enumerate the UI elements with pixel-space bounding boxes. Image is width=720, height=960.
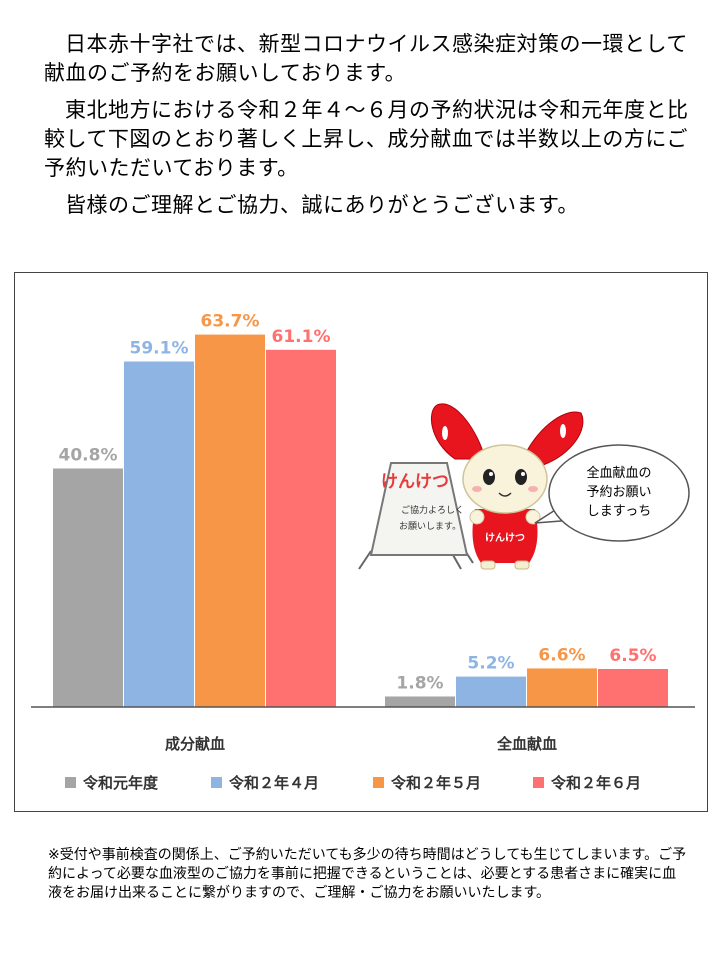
mascot-left-ear [430,403,486,460]
mascot-right-ear [522,411,584,466]
bar-1-3 [598,669,668,707]
bar-0-0 [53,468,123,707]
legend-label-1: 令和２年４月 [229,774,319,792]
bar-label-1-1: 5.2% [467,654,514,674]
sign-board-line-1: ご協力よろしく [401,504,464,516]
intro-paragraph-1: 日本赤十字社では、新型コロナウイルス感染症対策の一環として献血のご予約をお願いし… [44,32,688,85]
speech-line-3: しますっち [587,504,651,519]
chart-frame: 40.8% 59.1% 63.7% 61.1% 1.8% 5.2% 6.6% 6.5% 成分献… [14,272,708,812]
bar-chart: 40.8% 59.1% 63.7% 61.1% 1.8% 5.2% 6.6% 6.5% 成分献… [31,312,695,792]
legend-label-3: 令和２年６月 [551,774,641,792]
bar-0-3 [266,349,336,707]
bar-label-1-3: 6.5% [609,646,656,666]
bar-1-0 [385,696,455,707]
bar-0-2 [195,334,265,707]
mascot-head [462,444,548,514]
intro-paragraph-3: 皆様のご理解とご協力、誠にありがとうございます。 [65,193,579,217]
bar-1-2 [527,668,597,707]
bar-label-0-0: 40.8% [59,445,118,465]
legend-swatch-1 [211,777,222,788]
footnote: ※受付や事前検査の関係上、ご予約いただいても多少の待ち時間はどうしても生じてしま… [48,847,687,901]
bar-label-1-0: 1.8% [396,673,443,693]
speech-line-1: 全血献血の [586,465,651,481]
speech-line-2: 予約お願い [586,485,651,500]
category-label-0: 成分献血 [165,735,225,753]
category-label-1: 全血献血 [496,735,557,753]
mascot-illustration: けんけつ ご協力よろしく お願いします。 けんけつ [358,403,584,570]
mascot-shirt-text: けんけつ [485,532,525,544]
bar-label-0-3: 61.1% [272,327,331,347]
legend: 令和元年度 令和２年４月 令和２年５月 令和２年６月 [65,774,641,792]
sign-board-line-2: お願いします。 [399,521,461,532]
intro-paragraph-2: 東北地方における令和２年４〜６月の予約状況は令和元年度と比較して下図のとおり著し… [44,98,689,180]
speech-bubble: 全血献血の 予約お願い しますっち [534,444,690,542]
bar-0-1 [124,361,194,707]
legend-label-2: 令和２年５月 [391,774,481,792]
sign-board-title: けんけつ [381,472,449,492]
sign-board: けんけつ ご協力よろしく お願いします。 [358,462,474,570]
bar-label-0-1: 59.1% [130,338,189,358]
legend-swatch-2 [373,777,384,788]
category-labels-group: 成分献血 全血献血 [165,735,557,753]
bar-label-1-2: 6.6% [538,645,585,665]
bars-group [53,334,668,707]
legend-swatch-3 [533,777,544,788]
legend-label-0: 令和元年度 [83,774,159,792]
bar-label-0-2: 63.7% [201,312,260,332]
mascot-body [472,509,538,563]
intro-text: 日本赤十字社では、新型コロナウイルス感染症対策の一環として献血のご予約をお願いし… [44,30,694,228]
bar-1-1 [456,676,526,707]
legend-swatch-0 [65,777,76,788]
bar-labels-group: 40.8% 59.1% 63.7% 61.1% 1.8% 5.2% 6.6% 6.5% [59,312,657,694]
